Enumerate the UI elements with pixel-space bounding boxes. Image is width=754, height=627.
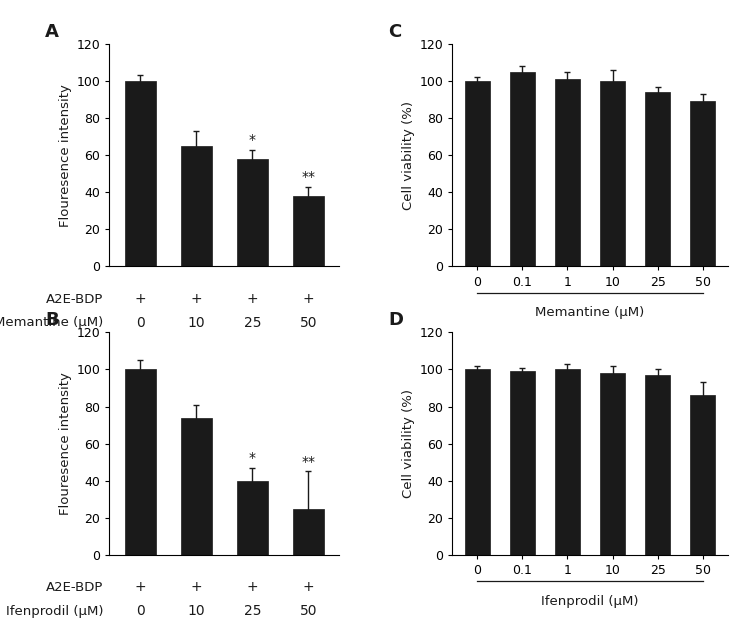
Bar (510, 371, 535, 555)
Text: B: B (45, 311, 59, 329)
Y-axis label: Flouresence intensity: Flouresence intensity (60, 84, 72, 226)
Text: +: + (247, 581, 258, 594)
Text: 25: 25 (244, 316, 261, 330)
Bar (645, 375, 670, 555)
Text: **: ** (302, 455, 315, 468)
Bar (555, 369, 580, 555)
Bar (510, 71, 535, 266)
Text: **: ** (302, 170, 315, 184)
Text: A2E-BDP: A2E-BDP (46, 293, 103, 305)
Bar (464, 81, 489, 266)
Text: *: * (249, 451, 256, 465)
Text: A2E-BDP: A2E-BDP (46, 581, 103, 594)
Bar (181, 146, 212, 266)
Text: D: D (388, 311, 403, 329)
Text: Ifenprodil (μM): Ifenprodil (μM) (6, 605, 103, 618)
Bar (124, 369, 155, 555)
Bar (293, 508, 324, 555)
Bar (237, 481, 268, 555)
Text: +: + (302, 292, 314, 306)
Text: 50: 50 (299, 316, 317, 330)
Bar (181, 418, 212, 555)
Text: 50: 50 (299, 604, 317, 618)
Bar (600, 81, 625, 266)
Bar (645, 92, 670, 266)
Text: +: + (134, 292, 146, 306)
Text: 0: 0 (136, 604, 145, 618)
Y-axis label: Cell viability (%): Cell viability (%) (403, 101, 415, 209)
Y-axis label: Flouresence intensity: Flouresence intensity (60, 372, 72, 515)
Text: +: + (247, 292, 258, 306)
Bar (555, 79, 580, 266)
Text: C: C (388, 23, 402, 41)
Bar (293, 196, 324, 266)
Text: +: + (191, 581, 202, 594)
Bar (600, 373, 625, 555)
Bar (124, 81, 155, 266)
Bar (691, 102, 716, 266)
Bar (691, 396, 716, 555)
Text: +: + (191, 292, 202, 306)
Text: 25: 25 (244, 604, 261, 618)
Text: 0: 0 (136, 316, 145, 330)
Text: Ifenprodil (μM): Ifenprodil (μM) (541, 595, 639, 608)
Text: +: + (302, 581, 314, 594)
Text: 10: 10 (188, 316, 205, 330)
Bar (237, 159, 268, 266)
Text: +: + (134, 581, 146, 594)
Y-axis label: Cell viability (%): Cell viability (%) (403, 389, 415, 498)
Text: Memantine (μM): Memantine (μM) (535, 307, 645, 319)
Text: Memantine (μM): Memantine (μM) (0, 317, 103, 329)
Text: 10: 10 (188, 604, 205, 618)
Text: *: * (249, 133, 256, 147)
Bar (464, 369, 489, 555)
Text: A: A (45, 23, 59, 41)
